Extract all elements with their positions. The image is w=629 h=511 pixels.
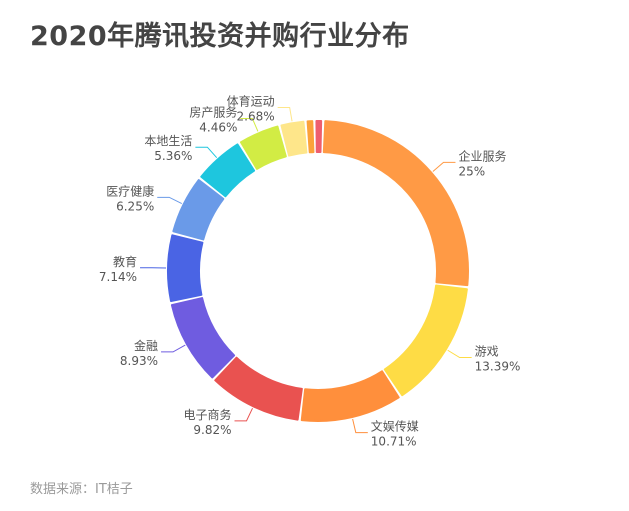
page-title: 2020年腾讯投资并购行业分布 (30, 21, 410, 52)
value-label-0: 25% (458, 164, 485, 178)
slice-2 (300, 370, 400, 422)
slice-0 (322, 120, 469, 287)
value-label-1: 13.39% (475, 360, 521, 374)
leader-line-8 (240, 118, 259, 132)
category-label-7: 本地生活 (144, 134, 192, 148)
value-label-9: 2.68% (237, 109, 275, 123)
category-label-5: 教育 (113, 254, 137, 269)
leader-line-3 (234, 407, 253, 422)
category-label-1: 游戏 (475, 345, 499, 359)
slice-3 (214, 356, 303, 421)
slice-10 (306, 120, 315, 154)
leader-line-7 (195, 146, 218, 158)
slice-9 (280, 120, 308, 157)
leader-line-0 (432, 161, 456, 172)
slice-4 (170, 297, 236, 379)
value-label-2: 10.71% (371, 435, 417, 449)
leader-line-6 (157, 196, 183, 205)
value-label-5: 7.14% (99, 270, 137, 284)
value-label-8: 4.46% (199, 121, 237, 135)
category-label-4: 金融 (134, 338, 158, 353)
value-label-7: 5.36% (154, 149, 192, 163)
leader-line-4 (161, 344, 186, 353)
category-label-3: 电子商务 (183, 407, 231, 422)
category-label-8: 房产服务 (189, 105, 237, 120)
data-source: 数据来源：IT桔子 (30, 482, 133, 497)
leader-lines-group (140, 106, 472, 434)
leader-line-9 (277, 106, 293, 122)
slice-11 (315, 120, 323, 154)
category-label-0: 企业服务 (458, 148, 506, 163)
category-label-9: 体育运动 (227, 93, 275, 108)
leader-line-1 (447, 349, 472, 359)
slice-5 (167, 234, 204, 303)
category-label-2: 文娱传媒 (371, 419, 419, 434)
slices-group (167, 120, 469, 422)
slice-7 (200, 143, 256, 198)
slice-8 (239, 125, 287, 170)
value-label-4: 8.93% (120, 354, 158, 368)
value-label-6: 6.25% (116, 199, 154, 213)
slice-6 (172, 179, 225, 241)
leader-line-2 (352, 418, 368, 434)
slice-1 (383, 284, 468, 397)
value-label-3: 9.82% (193, 423, 231, 437)
category-label-6: 医疗健康 (106, 183, 154, 198)
